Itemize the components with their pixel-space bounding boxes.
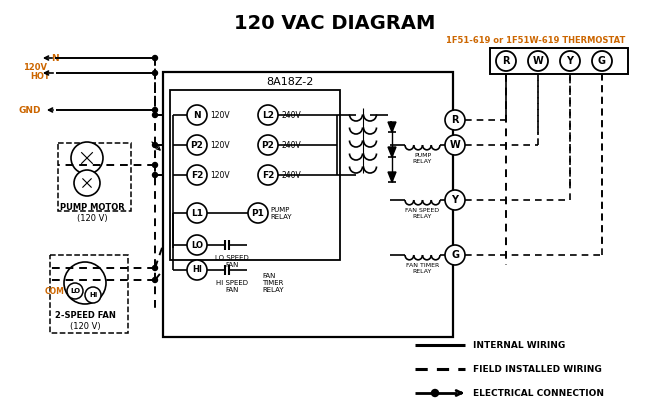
Text: LO SPEED
FAN: LO SPEED FAN [215,255,249,268]
Circle shape [153,266,157,271]
Text: N: N [193,111,201,119]
Circle shape [445,135,465,155]
Text: W: W [450,140,460,150]
Polygon shape [388,172,396,182]
Text: (120 V): (120 V) [70,322,100,331]
Bar [490,48,628,74]
Circle shape [64,262,106,304]
Circle shape [187,260,207,280]
Circle shape [258,135,278,155]
Circle shape [248,203,268,223]
Text: COM: COM [45,287,65,295]
Circle shape [85,287,101,303]
Text: L1: L1 [191,209,203,217]
Text: FIELD INSTALLED WIRING: FIELD INSTALLED WIRING [473,365,602,373]
Text: LO: LO [70,288,80,294]
Text: G: G [451,250,459,260]
Text: 240V: 240V [281,111,301,119]
Polygon shape [388,122,396,132]
Circle shape [187,203,207,223]
Text: 8A18Z-2: 8A18Z-2 [266,77,314,87]
Circle shape [445,110,465,130]
Circle shape [187,165,207,185]
Text: P2: P2 [261,140,275,150]
Text: PUMP
RELAY: PUMP RELAY [270,207,291,220]
Text: 240V: 240V [281,140,301,150]
Text: F2: F2 [262,171,274,179]
Polygon shape [388,147,396,157]
Bar [50,255,128,333]
Bar [58,143,131,211]
Text: PUMP MOTOR: PUMP MOTOR [60,203,125,212]
Circle shape [592,51,612,71]
Text: GND: GND [19,106,42,114]
Text: G: G [598,56,606,66]
Text: Y: Y [567,56,574,66]
Text: F2: F2 [191,171,203,179]
Circle shape [153,112,157,117]
Text: HI: HI [192,266,202,274]
Circle shape [445,190,465,210]
Text: W: W [533,56,543,66]
Text: HOT: HOT [30,72,50,80]
Circle shape [258,105,278,125]
Circle shape [153,163,157,168]
Circle shape [71,142,103,174]
Bar [170,90,340,260]
Text: L2: L2 [262,111,274,119]
Circle shape [187,105,207,125]
Text: R: R [502,56,510,66]
Text: 240V: 240V [281,171,301,179]
Text: FAN
TIMER
RELAY: FAN TIMER RELAY [262,273,283,293]
Text: LO: LO [191,241,203,249]
Circle shape [258,165,278,185]
Text: 1F51-619 or 1F51W-619 THERMOSTAT: 1F51-619 or 1F51W-619 THERMOSTAT [446,36,626,44]
Text: P1: P1 [251,209,265,217]
Circle shape [187,235,207,255]
Circle shape [153,70,157,75]
Text: N: N [51,54,59,62]
Text: ELECTRICAL CONNECTION: ELECTRICAL CONNECTION [473,388,604,398]
Circle shape [153,142,157,147]
Circle shape [74,170,100,196]
Text: P2: P2 [190,140,204,150]
Circle shape [445,245,465,265]
Text: FAN TIMER
RELAY: FAN TIMER RELAY [406,263,439,274]
Text: 2-SPEED FAN: 2-SPEED FAN [54,311,115,320]
Circle shape [153,277,157,282]
Text: INTERNAL WIRING: INTERNAL WIRING [473,341,565,349]
Text: 120V: 120V [210,171,230,179]
Text: (120 V): (120 V) [76,214,107,223]
Text: 120V: 120V [210,140,230,150]
Circle shape [187,135,207,155]
Circle shape [431,390,438,396]
Circle shape [67,283,83,299]
Text: R: R [452,115,459,125]
Circle shape [560,51,580,71]
Circle shape [496,51,516,71]
Circle shape [153,55,157,60]
Text: 120 VAC DIAGRAM: 120 VAC DIAGRAM [234,14,436,33]
Text: FAN SPEED
RELAY: FAN SPEED RELAY [405,208,440,219]
Text: 120V: 120V [210,111,230,119]
Text: Y: Y [452,195,458,205]
Text: HI SPEED
FAN: HI SPEED FAN [216,280,248,293]
Text: HI: HI [89,292,97,298]
Circle shape [153,173,157,178]
Text: PUMP
RELAY: PUMP RELAY [413,153,432,164]
Circle shape [153,108,157,112]
Circle shape [528,51,548,71]
Bar [163,72,453,337]
Text: 120V: 120V [23,62,47,72]
